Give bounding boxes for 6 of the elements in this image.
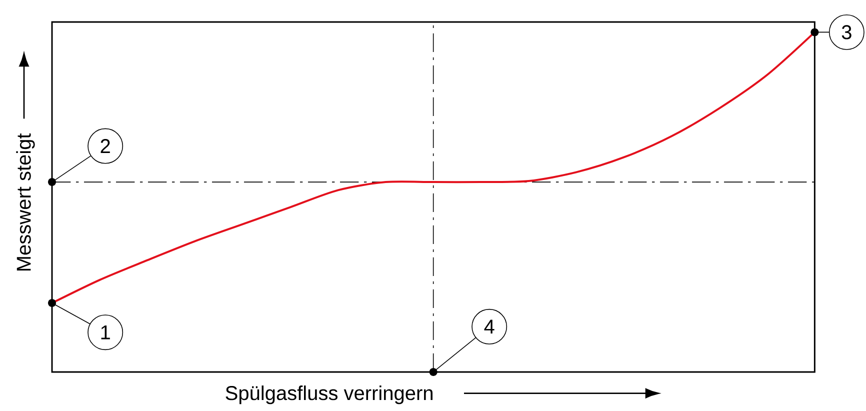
annotation: 2 [100,139,110,154]
text: 3 [842,25,852,40]
annotation: 4 [484,320,494,334]
x-axis-title: Spülgasfluss verringern [226,386,432,404]
y-axis-title: Messwert steigt [16,133,35,271]
annotation: 1 [101,326,110,340]
